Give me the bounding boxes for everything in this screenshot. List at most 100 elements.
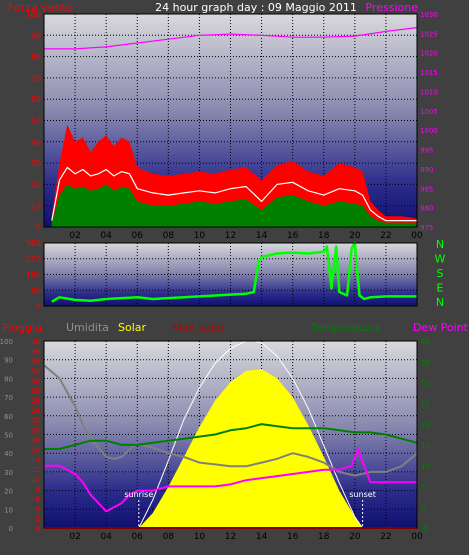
wind-speed-axis: 0 10 20 30 40 50 60 70 80 90 100 xyxy=(26,10,41,232)
humidity-axis-tick: 40 xyxy=(4,450,13,458)
pressure-axis-tick: 1000 xyxy=(420,127,438,135)
x-tick-label: 14 xyxy=(256,231,268,241)
temperature-axis-tick: 0 xyxy=(421,504,425,512)
wind-axis-tick: 40 xyxy=(31,138,41,147)
temperature-axis-tick: 15 xyxy=(421,442,430,450)
x-tick-label: 06 xyxy=(132,231,144,241)
rain-axis-tick: 34 xyxy=(31,358,40,366)
wind-axis-tick: 0 xyxy=(36,223,41,232)
x-tick-label: 08 xyxy=(163,532,175,542)
x-tick-label: 22 xyxy=(380,231,391,241)
wind-axis-tick: 100 xyxy=(26,10,41,19)
pressure-axis-tick: 990 xyxy=(420,166,433,174)
humidity-axis-tick: 100 xyxy=(0,338,13,346)
humidity-axis-tick: 50 xyxy=(4,432,13,440)
rain-axis-tick: 38 xyxy=(31,338,40,346)
pressure-axis-tick: 1020 xyxy=(420,50,438,58)
x-tick-label: 20 xyxy=(349,532,361,542)
x-tick-label: 06 xyxy=(132,532,144,542)
sunset-label: sunset xyxy=(349,490,376,499)
rain-axis-tick: 26 xyxy=(31,397,40,405)
direction-panel-frame xyxy=(43,242,418,307)
x-tick-label: 04 xyxy=(100,231,112,241)
legend-temperature: Temperatura xyxy=(310,321,381,334)
weather-legend: Pioggia Umidita Solar Max solar Temperat… xyxy=(2,321,469,334)
x-tick-label: 12 xyxy=(225,532,236,542)
pressure-axis-tick: 1010 xyxy=(420,88,438,96)
x-tick-label: 00 xyxy=(411,532,423,542)
x-tick-label: 12 xyxy=(225,231,236,241)
wind-axis-tick: 60 xyxy=(31,95,41,104)
compass-label: N xyxy=(436,296,444,309)
rain-axis-tick: 30 xyxy=(31,377,40,385)
pressure-axis-tick: 1030 xyxy=(420,11,438,19)
rain-axis-tick: 18 xyxy=(31,436,40,444)
rain-axis-tick: 24 xyxy=(31,407,40,415)
humidity-axis-tick: 60 xyxy=(4,413,13,421)
sunrise-label: sunrise xyxy=(124,490,153,499)
pressure-axis-tick: 1005 xyxy=(420,108,438,116)
temperature-axis-tick: 30 xyxy=(421,380,430,388)
x-tick-label: 14 xyxy=(256,532,268,542)
rain-axis-tick: 10 xyxy=(31,476,40,484)
humidity-axis-tick: 30 xyxy=(4,469,13,477)
direction-degrees-tick: 0 xyxy=(36,302,41,311)
x-tick-label: 20 xyxy=(349,231,361,241)
compass-label: E xyxy=(437,282,444,295)
direction-degrees-tick: 360 xyxy=(26,239,41,248)
x-tick-label: 00 xyxy=(411,231,423,241)
rain-axis-tick: 8 xyxy=(36,486,40,494)
wind-panel-x-axis: 02 04 06 08 10 12 14 16 18 20 22 00 xyxy=(69,231,423,241)
direction-degrees-tick: 270 xyxy=(26,255,41,264)
x-tick-label: 10 xyxy=(194,231,206,241)
x-tick-label: 04 xyxy=(100,532,112,542)
humidity-series xyxy=(43,364,418,477)
direction-degrees-axis: 0 90 180 270 360 xyxy=(26,239,41,311)
legend-max-solar: Max solar xyxy=(172,321,225,334)
direction-series xyxy=(51,241,417,303)
pressure-axis-tick: 985 xyxy=(420,185,433,193)
dew-point-series xyxy=(44,448,417,513)
wind-speed-series xyxy=(51,184,418,227)
legend-dew-point: Dew Point xyxy=(413,321,469,334)
rain-axis-tick: 4 xyxy=(36,505,41,513)
wind-axis-tick: 70 xyxy=(31,74,41,83)
temperature-axis-tick: -5 xyxy=(421,525,428,533)
wind-axis-title: Forza vento xyxy=(8,1,73,14)
pressure-axis-tick: 995 xyxy=(420,147,433,155)
rain-axis-tick: 12 xyxy=(31,466,40,474)
wind-axis-tick: 90 xyxy=(31,31,41,40)
pressure-axis-tick: 975 xyxy=(420,224,433,232)
compass-label: W xyxy=(435,253,446,266)
wind-axis-tick: 10 xyxy=(31,202,41,211)
humidity-axis-tick: 10 xyxy=(4,506,13,514)
x-tick-label: 16 xyxy=(287,532,299,542)
rain-axis-tick: 16 xyxy=(31,446,40,454)
humidity-axis-tick: 90 xyxy=(4,357,13,365)
temperature-axis-tick: 25 xyxy=(421,400,430,408)
direction-degrees-tick: 180 xyxy=(26,271,41,280)
rain-axis-tick: 22 xyxy=(31,417,40,425)
wind-axis-tick: 30 xyxy=(31,159,41,168)
x-tick-label: 08 xyxy=(163,231,175,241)
compass-label: S xyxy=(437,267,444,280)
x-tick-label: 10 xyxy=(194,532,206,542)
x-tick-label: 18 xyxy=(318,231,330,241)
temperature-axis-tick: 10 xyxy=(421,463,430,471)
legend-solar: Solar xyxy=(118,321,147,334)
rain-axis-tick: 2 xyxy=(36,515,40,523)
x-tick-label: 18 xyxy=(318,532,330,542)
wind-axis-tick: 80 xyxy=(31,53,41,62)
wind-axis-tick: 20 xyxy=(31,180,41,189)
legend-rain: Pioggia xyxy=(2,321,42,334)
temperature-series xyxy=(44,423,418,450)
rain-axis-tick: 32 xyxy=(31,368,40,376)
x-tick-label: 22 xyxy=(380,532,391,542)
x-tick-label: 02 xyxy=(69,532,80,542)
page-title: 24 hour graph day : 09 Maggio 2011 xyxy=(155,1,357,14)
